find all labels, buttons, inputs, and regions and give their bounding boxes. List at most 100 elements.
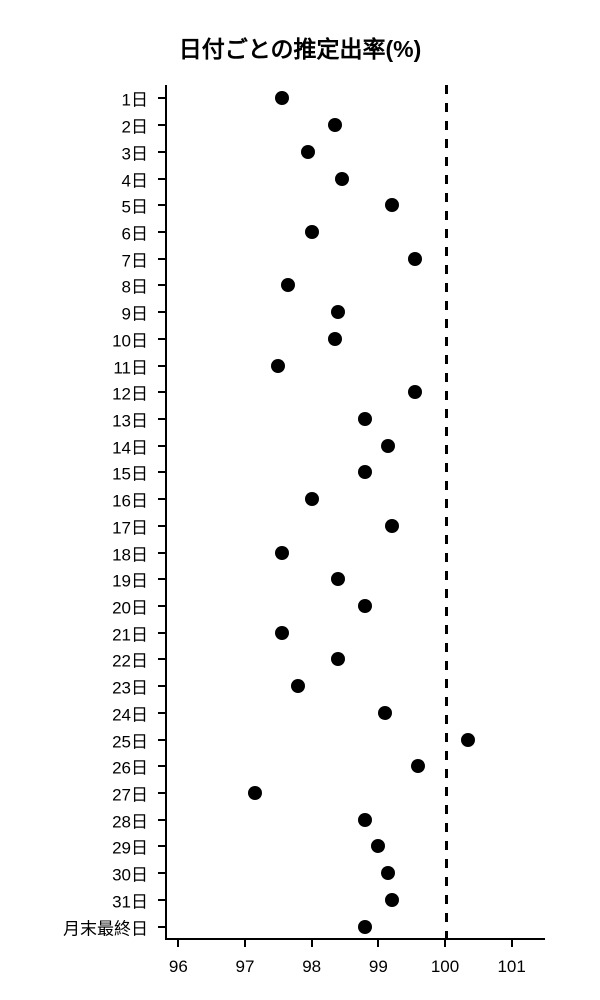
x-tick bbox=[244, 940, 246, 947]
y-axis-label: 5日 bbox=[8, 193, 148, 218]
x-axis-line bbox=[165, 938, 545, 940]
y-axis-label: 25日 bbox=[8, 727, 148, 752]
y-axis-label: 28日 bbox=[8, 807, 148, 832]
y-axis-label: 17日 bbox=[8, 513, 148, 538]
data-point bbox=[291, 679, 305, 693]
y-tick bbox=[158, 578, 165, 580]
y-tick bbox=[158, 819, 165, 821]
x-axis-label: 99 bbox=[369, 957, 388, 977]
y-tick bbox=[158, 739, 165, 741]
y-axis-line bbox=[165, 85, 167, 940]
data-point bbox=[248, 786, 262, 800]
chart-title: 日付ごとの推定出率(%) bbox=[0, 30, 600, 64]
y-axis-label: 24日 bbox=[8, 700, 148, 725]
y-axis-label: 3日 bbox=[8, 139, 148, 164]
y-axis-label: 15日 bbox=[8, 460, 148, 485]
y-axis-label: 7日 bbox=[8, 246, 148, 271]
data-point bbox=[461, 733, 475, 747]
y-tick bbox=[158, 845, 165, 847]
y-tick bbox=[158, 685, 165, 687]
data-point bbox=[358, 920, 372, 934]
x-tick bbox=[177, 940, 179, 947]
y-tick bbox=[158, 97, 165, 99]
data-point bbox=[411, 759, 425, 773]
y-axis-label: 21日 bbox=[8, 620, 148, 645]
y-tick bbox=[158, 471, 165, 473]
data-point bbox=[385, 198, 399, 212]
x-axis-label: 96 bbox=[169, 957, 188, 977]
y-tick bbox=[158, 311, 165, 313]
y-axis-label: 23日 bbox=[8, 674, 148, 699]
plot-area: 1日2日3日4日5日6日7日8日9日10日11日12日13日14日15日16日1… bbox=[165, 85, 545, 940]
data-point bbox=[331, 572, 345, 586]
data-point bbox=[281, 278, 295, 292]
x-tick bbox=[311, 940, 313, 947]
data-point bbox=[275, 546, 289, 560]
y-axis-label: 20日 bbox=[8, 594, 148, 619]
y-tick bbox=[158, 872, 165, 874]
data-point bbox=[378, 706, 392, 720]
y-tick bbox=[158, 605, 165, 607]
y-axis-label: 29日 bbox=[8, 834, 148, 859]
y-axis-label: 26日 bbox=[8, 754, 148, 779]
y-tick bbox=[158, 178, 165, 180]
data-point bbox=[385, 893, 399, 907]
y-tick bbox=[158, 926, 165, 928]
y-tick bbox=[158, 204, 165, 206]
data-point bbox=[335, 172, 349, 186]
y-axis-label: 18日 bbox=[8, 540, 148, 565]
y-tick bbox=[158, 658, 165, 660]
data-point bbox=[408, 252, 422, 266]
data-point bbox=[271, 359, 285, 373]
data-point bbox=[381, 439, 395, 453]
y-axis-label: 10日 bbox=[8, 326, 148, 351]
data-point bbox=[301, 145, 315, 159]
x-axis-label: 97 bbox=[236, 957, 255, 977]
y-axis-label: 月末最終日 bbox=[8, 914, 148, 939]
y-tick bbox=[158, 765, 165, 767]
data-point bbox=[331, 652, 345, 666]
y-axis-label: 6日 bbox=[8, 219, 148, 244]
y-tick bbox=[158, 632, 165, 634]
y-axis-label: 13日 bbox=[8, 406, 148, 431]
data-point bbox=[358, 813, 372, 827]
y-tick bbox=[158, 391, 165, 393]
data-point bbox=[358, 599, 372, 613]
y-tick bbox=[158, 284, 165, 286]
data-point bbox=[305, 492, 319, 506]
y-axis-label: 14日 bbox=[8, 433, 148, 458]
data-point bbox=[275, 91, 289, 105]
y-axis-label: 31日 bbox=[8, 887, 148, 912]
data-point bbox=[385, 519, 399, 533]
y-tick bbox=[158, 124, 165, 126]
data-point bbox=[275, 626, 289, 640]
data-point bbox=[305, 225, 319, 239]
y-axis-label: 22日 bbox=[8, 647, 148, 672]
y-tick bbox=[158, 498, 165, 500]
data-point bbox=[408, 385, 422, 399]
data-point bbox=[358, 465, 372, 479]
x-tick bbox=[444, 940, 446, 947]
y-axis-label: 16日 bbox=[8, 487, 148, 512]
data-point bbox=[328, 332, 342, 346]
y-tick bbox=[158, 365, 165, 367]
data-point bbox=[331, 305, 345, 319]
y-tick bbox=[158, 418, 165, 420]
y-tick bbox=[158, 525, 165, 527]
y-tick bbox=[158, 338, 165, 340]
data-point bbox=[371, 839, 385, 853]
x-tick bbox=[377, 940, 379, 947]
y-tick bbox=[158, 445, 165, 447]
y-tick bbox=[158, 899, 165, 901]
y-tick bbox=[158, 552, 165, 554]
y-axis-label: 2日 bbox=[8, 113, 148, 138]
y-axis-label: 8日 bbox=[8, 273, 148, 298]
y-axis-label: 30日 bbox=[8, 861, 148, 886]
x-axis-label: 100 bbox=[431, 957, 459, 977]
y-axis-label: 9日 bbox=[8, 300, 148, 325]
y-tick bbox=[158, 258, 165, 260]
chart-container: 日付ごとの推定出率(%) 1日2日3日4日5日6日7日8日9日10日11日12日… bbox=[0, 0, 600, 1000]
y-axis-label: 4日 bbox=[8, 166, 148, 191]
y-axis-label: 27日 bbox=[8, 781, 148, 806]
x-tick bbox=[511, 940, 513, 947]
